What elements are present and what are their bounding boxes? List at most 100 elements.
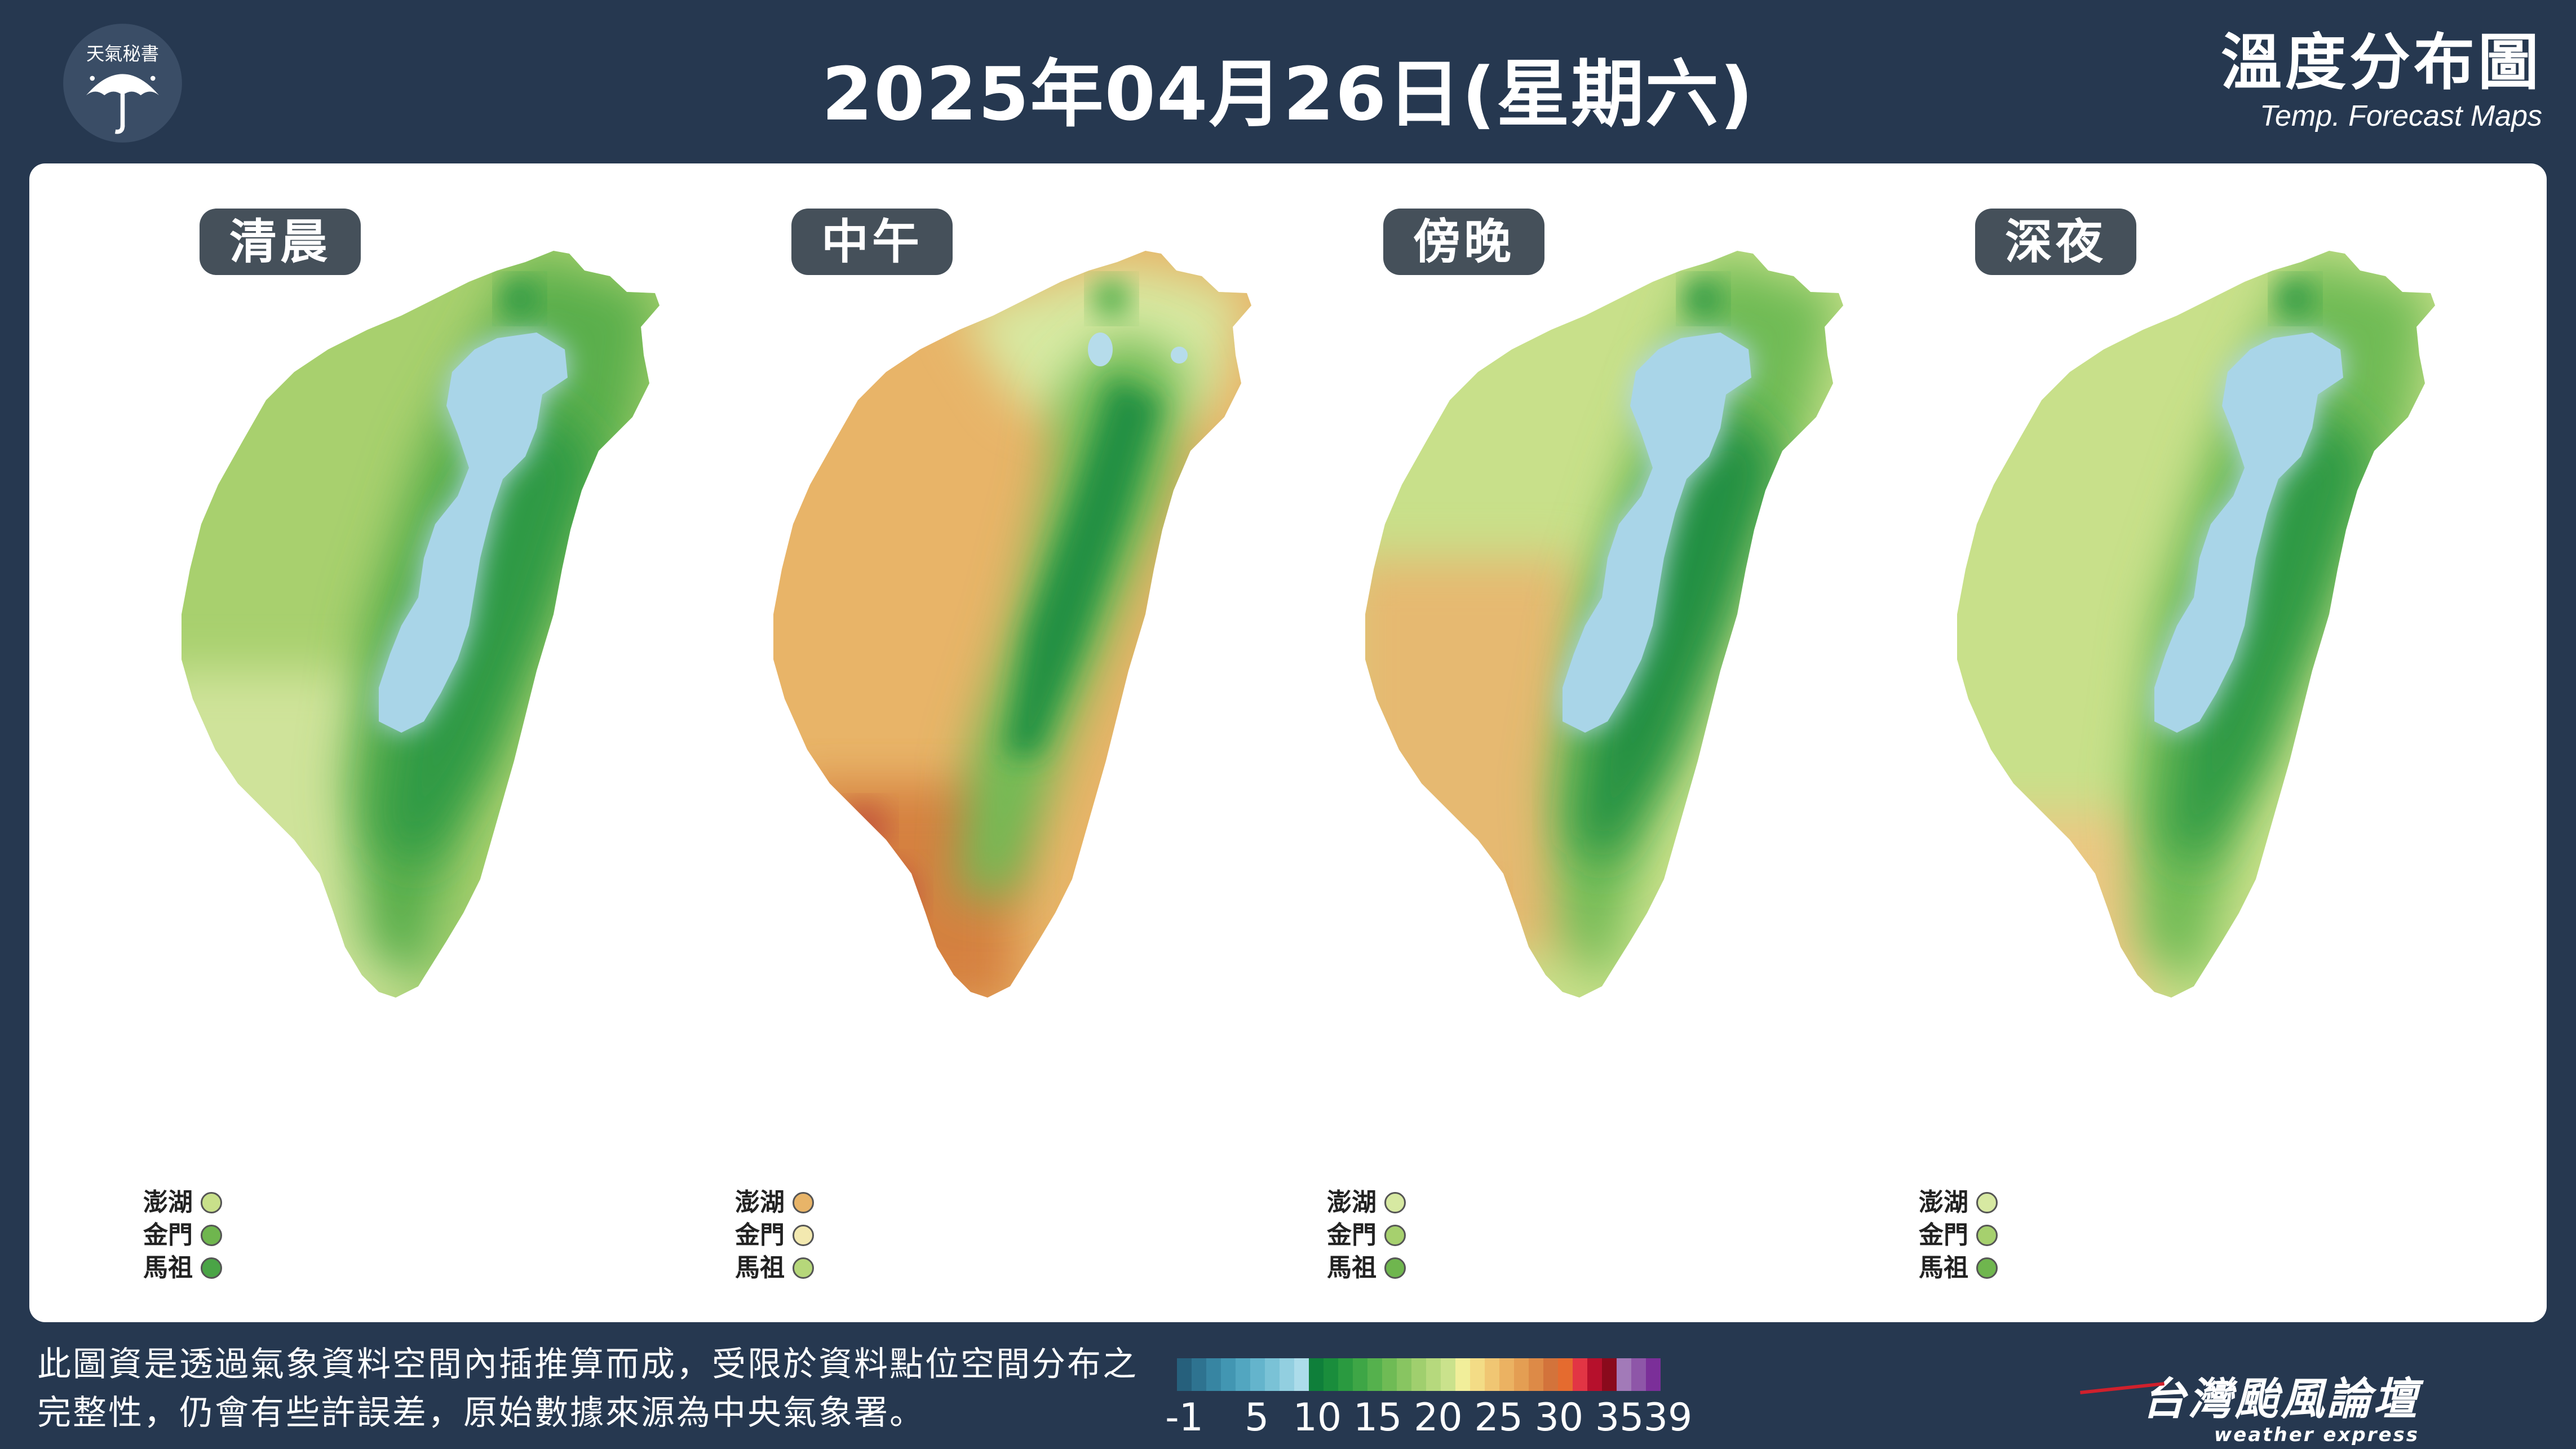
map-dusk: [1365, 251, 1843, 998]
color-swatch: [1221, 1358, 1236, 1391]
maps-panel: 清晨 中午 傍晚 深夜 澎湖 金門 馬祖 澎湖 金門 馬祖 澎湖 金門 馬祖 澎…: [29, 163, 2547, 1322]
label-dawn: 清晨: [200, 209, 361, 275]
island-row: 金門: [143, 1219, 222, 1252]
temperature-maps: [182, 251, 2435, 998]
island-name: 金門: [143, 1221, 193, 1249]
color-swatch: [1558, 1358, 1573, 1391]
island-name: 澎湖: [1327, 1188, 1376, 1217]
color-scale-bar: [1177, 1358, 1661, 1391]
island-dot: [201, 1225, 222, 1246]
color-swatch: [1353, 1358, 1367, 1391]
label-noon: 中午: [791, 209, 953, 275]
island-name: 金門: [735, 1221, 785, 1249]
scale-tick-label: 20: [1414, 1395, 1463, 1440]
color-swatch: [1236, 1358, 1250, 1391]
umbrella-logo-icon: 天氣秘書: [63, 24, 182, 143]
color-swatch: [1602, 1358, 1617, 1391]
island-name: 馬祖: [1327, 1253, 1376, 1282]
color-swatch: [1543, 1358, 1558, 1391]
color-scale-ticks: -1 5 10 15 20 25 30 35 39: [1165, 1391, 1692, 1442]
island-row: 澎湖: [735, 1186, 814, 1219]
color-swatch: [1441, 1358, 1455, 1391]
color-swatch: [1397, 1358, 1411, 1391]
island-row: 馬祖: [1327, 1252, 1406, 1284]
island-name: 馬祖: [143, 1253, 193, 1282]
island-dot: [1384, 1257, 1406, 1279]
brand-title-zh: 溫度分布圖: [2220, 28, 2542, 98]
island-row: 金門: [1919, 1219, 1998, 1252]
temperature-color-scale: -1 5 10 15 20 25 30 35 39: [1165, 1358, 1692, 1442]
color-swatch: [1338, 1358, 1353, 1391]
map-dawn: [182, 251, 660, 998]
island-name: 金門: [1327, 1221, 1376, 1249]
island-dot: [1976, 1192, 1998, 1213]
color-swatch: [1250, 1358, 1265, 1391]
brand-title-en: Temp. Forecast Maps: [2260, 100, 2542, 132]
color-swatch: [1514, 1358, 1529, 1391]
color-swatch: [1499, 1358, 1514, 1391]
color-swatch: [1646, 1358, 1661, 1391]
color-swatch: [1324, 1358, 1338, 1391]
forum-brand-zh: 台灣颱風論壇: [2142, 1374, 2420, 1425]
island-dot: [793, 1192, 814, 1213]
island-dot: [793, 1225, 814, 1246]
island-row: 澎湖: [143, 1186, 222, 1219]
color-swatch: [1177, 1358, 1192, 1391]
forum-brand: 台灣颱風論壇 weather express: [2080, 1364, 2420, 1446]
island-dot: [793, 1257, 814, 1279]
color-swatch: [1367, 1358, 1382, 1391]
islands-legend-night: 澎湖 金門 馬祖: [1919, 1186, 1998, 1284]
color-swatch: [1206, 1358, 1221, 1391]
color-swatch: [1529, 1358, 1543, 1391]
island-dot: [1384, 1225, 1406, 1246]
island-row: 馬祖: [143, 1252, 222, 1284]
map-night: [1957, 251, 2435, 998]
island-row: 金門: [1327, 1219, 1406, 1252]
island-dot: [201, 1257, 222, 1279]
label-night: 深夜: [1975, 209, 2136, 275]
scale-tick-label: -1: [1165, 1395, 1203, 1440]
color-swatch: [1426, 1358, 1441, 1391]
islands-legend-dawn: 澎湖 金門 馬祖: [143, 1186, 222, 1284]
islands-legend-dusk: 澎湖 金門 馬祖: [1327, 1186, 1406, 1284]
island-dot: [201, 1192, 222, 1213]
color-swatch: [1382, 1358, 1397, 1391]
island-row: 馬祖: [1919, 1252, 1998, 1284]
color-swatch: [1455, 1358, 1470, 1391]
forum-brand-en: weather express: [2214, 1424, 2420, 1446]
scale-tick-label: 15: [1353, 1395, 1402, 1440]
island-name: 澎湖: [143, 1188, 193, 1217]
color-swatch: [1265, 1358, 1280, 1391]
color-swatch: [1617, 1358, 1631, 1391]
color-swatch: [1573, 1358, 1587, 1391]
scale-tick-label: 30: [1534, 1395, 1584, 1440]
color-swatch: [1309, 1358, 1324, 1391]
island-name: 澎湖: [1919, 1188, 1968, 1217]
data-source-note: 此圖資是透過氣象資料空間內插推算而成，受限於資料點位空間分布之完整性，仍會有些許…: [37, 1345, 1138, 1433]
island-row: 金門: [735, 1219, 814, 1252]
svg-text:天氣秘書: 天氣秘書: [86, 43, 159, 65]
color-swatch: [1470, 1358, 1485, 1391]
map-noon: [773, 251, 1251, 998]
island-dot: [1976, 1225, 1998, 1246]
label-dusk: 傍晚: [1383, 209, 1544, 275]
island-row: 澎湖: [1919, 1186, 1998, 1219]
scale-tick-label: 10: [1293, 1395, 1342, 1440]
island-row: 澎湖: [1327, 1186, 1406, 1219]
color-swatch: [1587, 1358, 1602, 1391]
page-title: 2025年04月26日(星期六): [821, 51, 1755, 137]
scale-tick-label: 5: [1245, 1395, 1269, 1440]
color-swatch: [1485, 1358, 1499, 1391]
color-swatch: [1411, 1358, 1426, 1391]
scale-tick-label: 25: [1474, 1395, 1523, 1440]
color-swatch: [1294, 1358, 1309, 1391]
island-name: 馬祖: [735, 1253, 785, 1282]
color-swatch: [1280, 1358, 1294, 1391]
island-name: 金門: [1919, 1221, 1968, 1249]
scale-tick-label: 35: [1595, 1395, 1644, 1440]
color-swatch: [1631, 1358, 1646, 1391]
island-dot: [1976, 1257, 1998, 1279]
island-name: 澎湖: [735, 1188, 785, 1217]
island-dot: [1384, 1192, 1406, 1213]
islands-legend-noon: 澎湖 金門 馬祖: [735, 1186, 814, 1284]
